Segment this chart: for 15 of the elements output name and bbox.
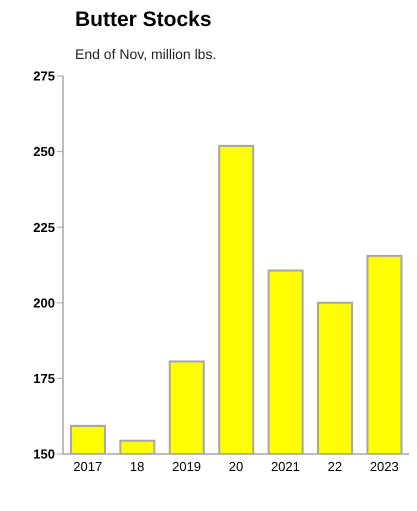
y-tick-label: 200 [33, 295, 55, 310]
x-tick-label: 2017 [73, 459, 102, 474]
y-tick-label: 225 [33, 220, 55, 235]
x-tick-label: 2023 [370, 459, 399, 474]
x-tick-label: 20 [228, 459, 244, 474]
x-tick-label: 2021 [270, 459, 300, 474]
y-tick-label: 175 [33, 371, 55, 386]
x-tick-label: 22 [328, 459, 342, 474]
chart-subtitle: End of Nov, million lbs. [75, 46, 216, 62]
y-tick-label: 250 [33, 144, 55, 160]
y-tick-label: 275 [33, 68, 55, 84]
x-tick-label: 2019 [172, 459, 202, 474]
x-tick-label: 18 [130, 459, 144, 474]
y-tick-label: 150 [33, 446, 55, 462]
chart-title: Butter Stocks [75, 8, 212, 32]
